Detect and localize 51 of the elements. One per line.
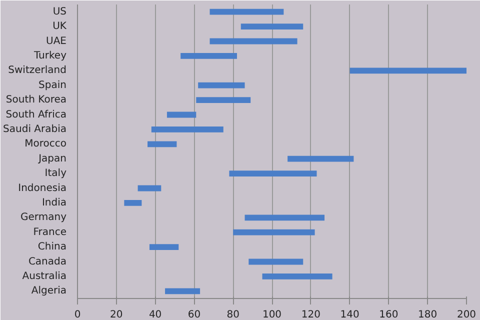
- y-tick-label: Italy: [44, 168, 67, 180]
- y-tick-label: Turkey: [32, 50, 67, 62]
- x-tick-label: 80: [226, 310, 240, 320]
- bar: [138, 185, 162, 192]
- y-tick-label: China: [38, 242, 67, 253]
- x-tick-label: 140: [340, 310, 360, 320]
- x-tick-label: 40: [148, 310, 162, 320]
- y-tick-label: Japan: [38, 153, 66, 164]
- y-tick-label: Algeria: [31, 286, 67, 297]
- bar: [149, 244, 179, 250]
- bar: [210, 8, 284, 15]
- y-tick-label: India: [42, 197, 67, 208]
- y-tick-label: Germany: [20, 212, 67, 224]
- bar: [198, 82, 245, 88]
- bar: [244, 214, 325, 221]
- y-tick-label: Indonesia: [18, 182, 66, 194]
- y-tick-label: Switzerland: [8, 65, 67, 76]
- x-tick-label: 200: [456, 310, 476, 320]
- y-tick-label: UAE: [46, 36, 67, 47]
- y-tick-label: UK: [52, 21, 67, 32]
- bar: [248, 258, 304, 265]
- y-tick-label: South Korea: [6, 94, 67, 106]
- bar: [196, 97, 251, 103]
- x-tick-label: 100: [262, 310, 282, 320]
- x-tick-label: 120: [301, 310, 320, 320]
- y-tick-label: France: [33, 226, 67, 238]
- x-tick-label: 0: [74, 310, 81, 320]
- x-tick-label: 160: [379, 310, 398, 320]
- y-tick-label: US: [52, 6, 67, 18]
- bar: [233, 229, 315, 236]
- x-tick-label: 20: [110, 310, 123, 320]
- bar: [151, 126, 224, 132]
- y-tick-label: Australia: [22, 270, 66, 282]
- bar: [288, 156, 354, 162]
- x-tick-label: 180: [418, 310, 438, 320]
- bar: [165, 288, 200, 294]
- y-tick-label: Canada: [28, 256, 67, 268]
- bar: [124, 200, 142, 206]
- bar: [180, 53, 237, 59]
- bar: [210, 38, 298, 44]
- bar: [350, 68, 466, 74]
- y-tick-label: Morocco: [24, 138, 67, 150]
- y-tick-label: Spain: [38, 80, 67, 91]
- bar: [166, 112, 196, 118]
- bar: [262, 274, 332, 280]
- bar: [148, 141, 177, 148]
- bar: [240, 24, 304, 30]
- y-tick-label: Saudi Arabia: [3, 124, 66, 135]
- y-tick-label: South Africa: [6, 109, 67, 120]
- x-tick-label: 60: [188, 310, 201, 320]
- bar: [229, 170, 317, 176]
